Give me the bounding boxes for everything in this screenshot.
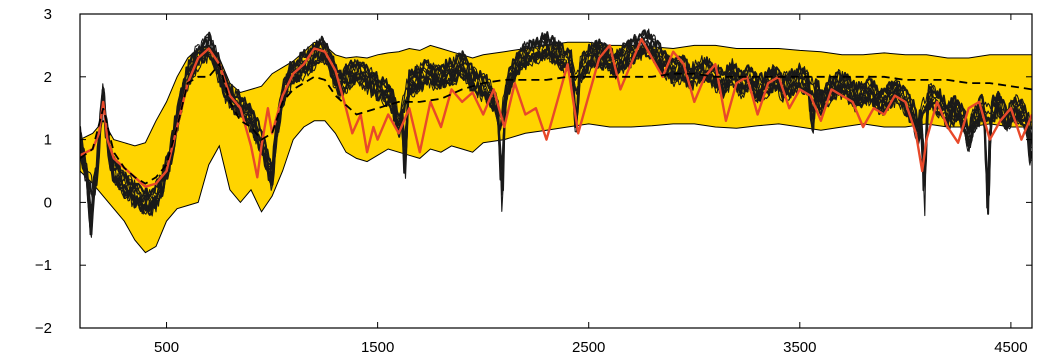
x-tick-label: 2500 — [572, 339, 605, 356]
black-series-line-10 — [80, 28, 1032, 227]
y-tick-label: 2 — [44, 69, 52, 86]
y-tick-label: 3 — [44, 6, 52, 23]
x-tick-label: 4500 — [994, 339, 1027, 356]
red-series-line — [80, 37, 1032, 188]
x-tick-label: 500 — [154, 339, 179, 356]
y-axis: −2 −1 0 1 2 3 — [35, 6, 1032, 337]
plot-area — [80, 28, 1032, 254]
dashed-mean-line — [80, 62, 1032, 185]
x-tick-label: 3500 — [783, 339, 816, 356]
y-tick-label: 0 — [44, 194, 52, 211]
y-tick-label: 1 — [44, 132, 52, 149]
black-series-line-11 — [80, 46, 1032, 215]
y-tick-label: −2 — [35, 320, 52, 337]
x-axis: 500 1500 2500 3500 4500 — [154, 14, 1028, 356]
y-tick-label: −1 — [35, 257, 52, 274]
x-tick-label: 1500 — [361, 339, 394, 356]
axis-frame — [79, 13, 1033, 329]
